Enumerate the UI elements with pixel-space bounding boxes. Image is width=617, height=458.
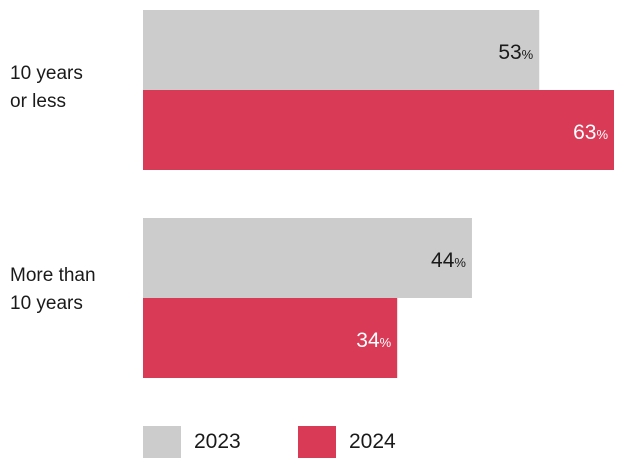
bar-value-label: 34% xyxy=(356,329,391,352)
bar-2023-cat0 xyxy=(143,10,540,90)
legend-label-2024: 2024 xyxy=(349,430,396,453)
bar-value-label: 44% xyxy=(431,249,466,272)
category-label-line: More than xyxy=(10,265,96,286)
category-label-10-years-or-less: 10 years or less xyxy=(10,60,130,116)
legend-label-2023: 2023 xyxy=(194,430,241,453)
bar-2024-cat1 xyxy=(143,298,398,378)
category-label-line: 10 years xyxy=(10,63,83,84)
bar-2024-cat0 xyxy=(143,90,614,170)
category-label-line: 10 years xyxy=(10,293,83,314)
category-label-more-than-10-years: More than 10 years xyxy=(10,262,130,318)
legend-swatch-2023 xyxy=(143,426,181,458)
bar-2023-cat1 xyxy=(143,218,472,298)
category-label-line: or less xyxy=(10,91,66,112)
bar-value-label: 53% xyxy=(498,41,533,64)
bar-value-label: 63% xyxy=(573,121,608,144)
legend-swatch-2024 xyxy=(298,426,336,458)
